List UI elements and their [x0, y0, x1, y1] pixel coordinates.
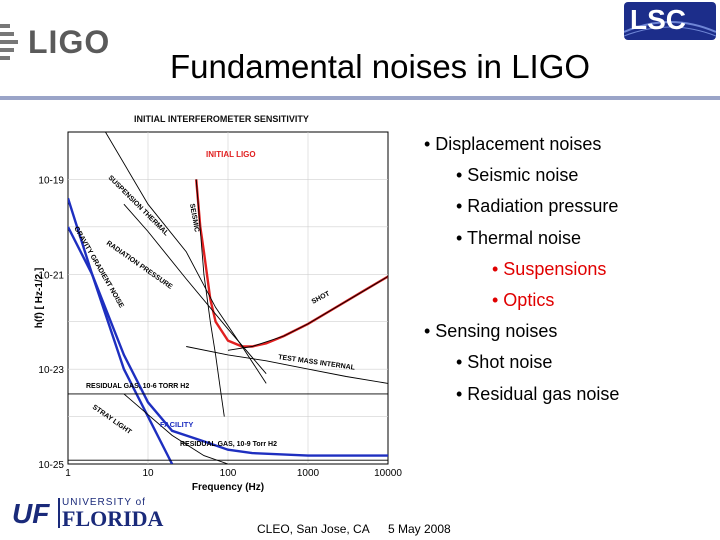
- bullet-item: • Optics: [492, 290, 555, 310]
- bullet-item: • Seismic noise: [456, 165, 579, 186]
- chart-annotation: INITIAL LIGO: [206, 150, 256, 159]
- y-tick-label: 10-19: [38, 175, 64, 186]
- chart-annotation: SEISMIC: [188, 203, 200, 233]
- uf-logo-university: UNIVERSITY of: [62, 497, 146, 508]
- title-divider: [0, 96, 720, 100]
- series-line-6: [227, 276, 388, 351]
- series-line-1: [68, 226, 388, 457]
- bullet-item: • Radiation pressure: [456, 196, 619, 217]
- x-tick-label: 100: [220, 468, 237, 479]
- x-tick-label: 1000: [297, 468, 320, 479]
- lsc-logo-text: LSC: [630, 4, 686, 35]
- bullet-item: • Sensing noises: [424, 321, 558, 342]
- bullet-item: • Thermal noise: [456, 227, 582, 248]
- y-axis-label: h(f) [ Hz-1/2 ]: [34, 268, 45, 329]
- chart-annotation: RADIATION PRESSURE: [105, 240, 174, 291]
- series-group: [68, 132, 388, 464]
- lsc-logo: [624, 2, 716, 40]
- uf-logo: [58, 498, 60, 528]
- chart-annotation: SUSPENSION THERMAL: [107, 174, 170, 237]
- y-tick-label: 10-25: [38, 460, 64, 471]
- series-line-4: [104, 132, 267, 384]
- uf-logo-florida: FLORIDA: [62, 506, 164, 531]
- bullet-item: • Residual gas noise: [456, 383, 620, 404]
- chart-annotation: RESIDUAL GAS, 10-9 Torr H2: [180, 441, 277, 448]
- series-line-10: [123, 393, 229, 464]
- y-tick-label: 10-23: [38, 365, 64, 376]
- noise-chart: 1 10 100 1000 10000 10-19 10-21 10-23 10-25 Frequ…: [34, 131, 402, 493]
- slide-title: Fundamental noises in LIGO: [170, 48, 591, 85]
- chart-annotation: RESIDUAL GAS, 10-6 TORR H2: [86, 383, 189, 390]
- series-line-7: [186, 346, 388, 384]
- ligo-logo: LIGO: [28, 24, 111, 60]
- series-line-3: [195, 179, 225, 417]
- series-line-2: [68, 197, 174, 464]
- chart-title: INITIAL INTERFEROMETER SENSITIVITY: [134, 114, 309, 124]
- x-axis-label: Frequency (Hz): [192, 482, 264, 493]
- x-tick-label: 10: [142, 468, 154, 479]
- y-tick-label: 10-21: [38, 270, 64, 281]
- uf-logo-letters: UF: [12, 498, 50, 529]
- chart-annotation: SHOT: [311, 290, 332, 306]
- chart-annotation: STRAY LIGHT: [91, 404, 133, 436]
- x-tick-label: 1: [65, 468, 71, 479]
- bullet-item: • Displacement noises: [424, 134, 602, 154]
- footer-conference: CLEO, San Jose, CA: [257, 522, 370, 536]
- ligo-logo-stripes: [0, 24, 18, 60]
- series-line-5: [123, 203, 267, 374]
- x-tick-label: 10000: [374, 468, 402, 479]
- bullet-item: • Suspensions: [492, 258, 607, 279]
- footer-date: 5 May 2008: [388, 522, 451, 536]
- bullet-item: • Shot noise: [456, 352, 553, 373]
- chart-annotation: FACILITY: [160, 420, 193, 429]
